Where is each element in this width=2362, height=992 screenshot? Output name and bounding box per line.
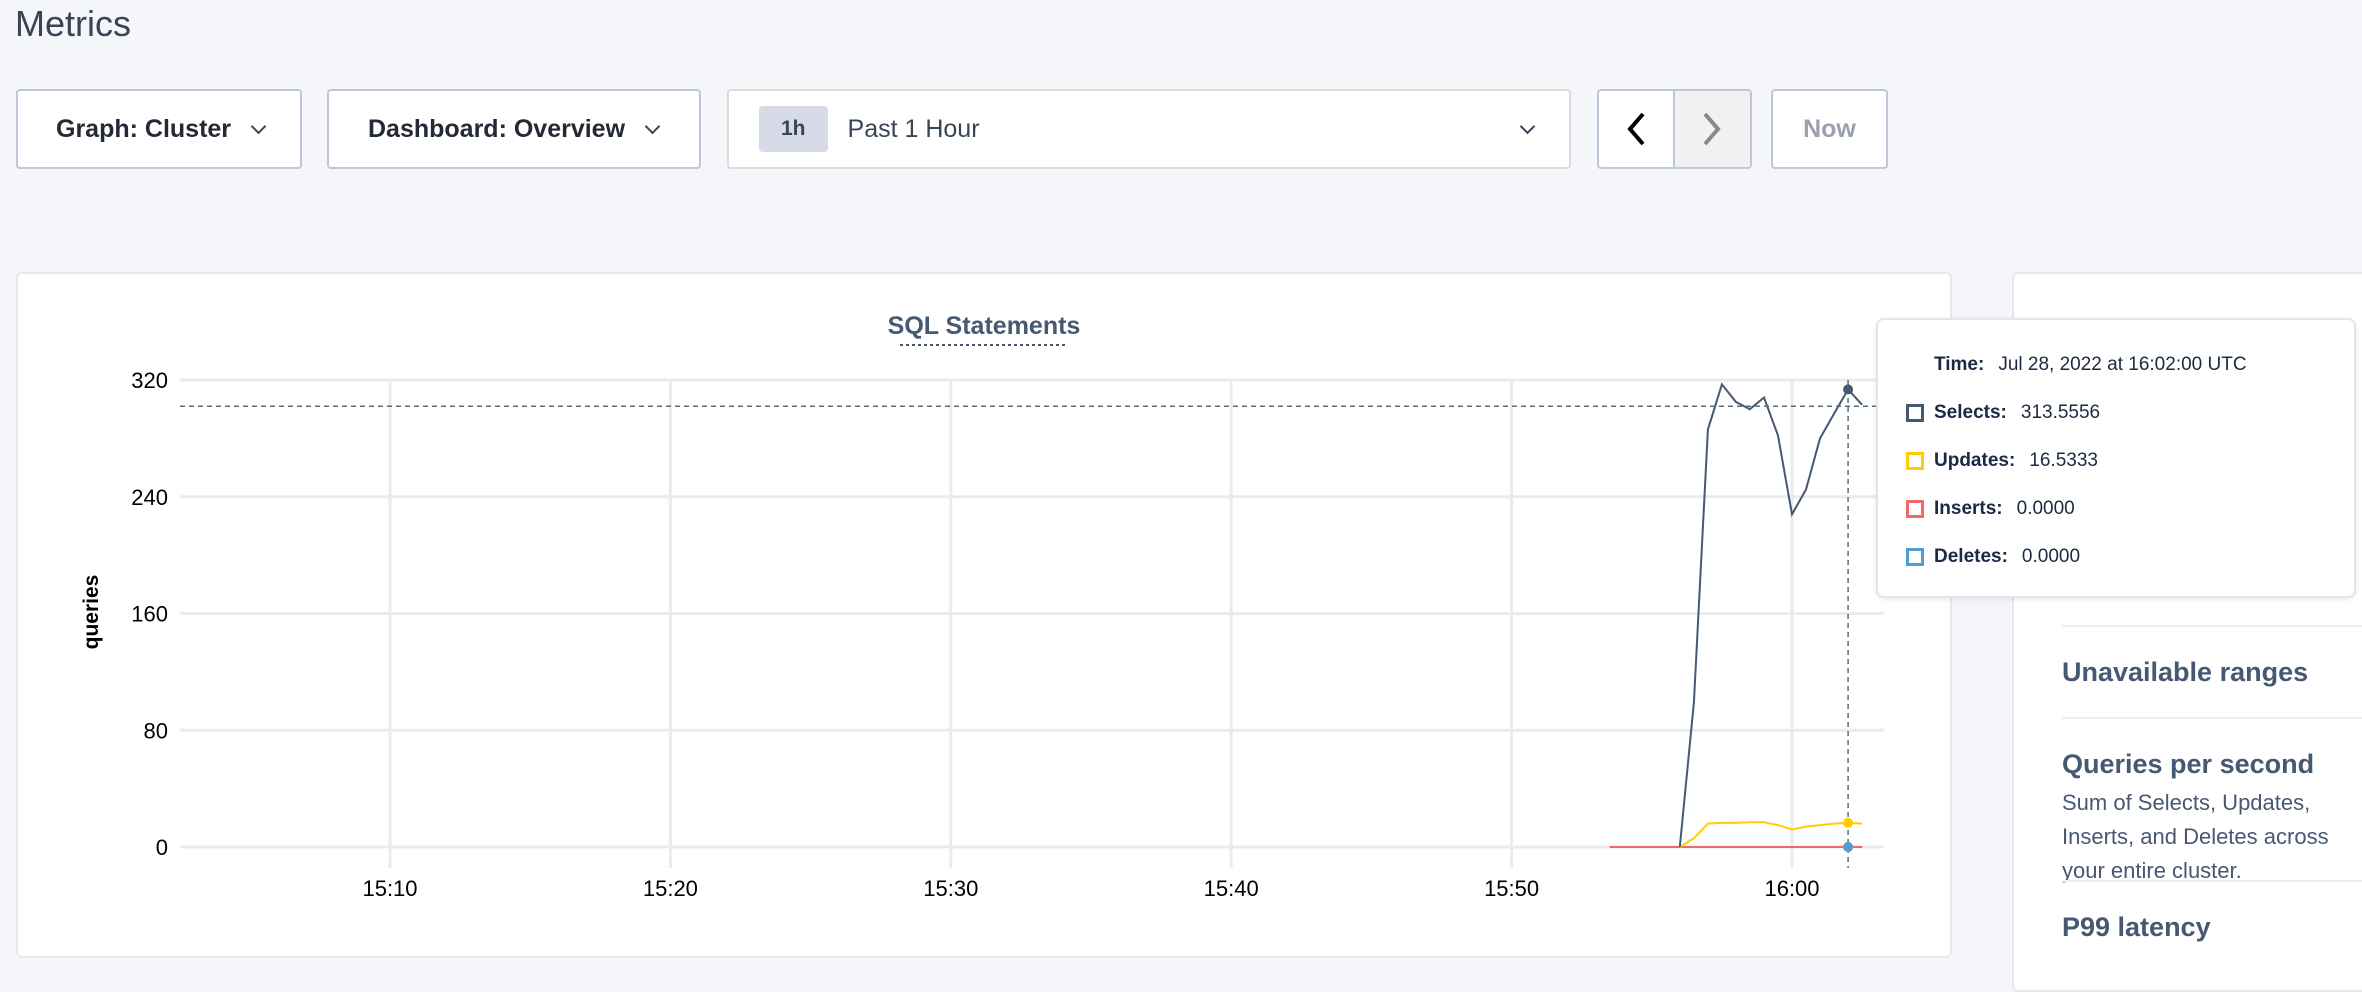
page-title: Metrics [15, 3, 131, 44]
side-item-unavailable-ranges: Unavailable ranges [2062, 625, 2362, 717]
chevron-down-icon [250, 118, 267, 134]
tooltip-value: 0.0000 [2016, 498, 2075, 519]
y-tick-label: 160 [131, 602, 168, 627]
previous-window-button[interactable] [1599, 91, 1675, 167]
x-tick-label: 15:30 [923, 876, 978, 901]
y-tick-label: 240 [131, 485, 168, 510]
x-tick-label: 15:50 [1484, 876, 1539, 901]
tooltip-label: Updates: [1934, 450, 2016, 471]
chevron-right-icon [1703, 112, 1721, 146]
tooltip-label: Inserts: [1934, 498, 2003, 519]
next-window-button[interactable] [1674, 91, 1750, 167]
graph-select[interactable]: Graph: Cluster [16, 89, 302, 169]
side-item-title: Unavailable ranges [2062, 657, 2309, 687]
time-range-label: Past 1 Hour [847, 114, 980, 143]
dashboard-select-label: Dashboard: Overview [368, 114, 626, 143]
legend-swatch-icon [1906, 548, 1924, 566]
x-tick-label: 16:00 [1764, 876, 1819, 901]
hover-point-updates [1843, 817, 1854, 828]
tooltip-time-value: Jul 28, 2022 at 16:02:00 UTC [1998, 354, 2247, 375]
tooltip-value: 16.5333 [2029, 450, 2098, 471]
tooltip-row-deletes: Deletes: 0.0000 [1906, 546, 2080, 568]
side-item-queries-per-second: Queries per second Sum of Selects, Updat… [2062, 717, 2362, 883]
tooltip-label: Selects: [1934, 402, 2007, 423]
y-axis-label: queries [80, 575, 103, 650]
hover-point-selects [1843, 384, 1854, 395]
tooltip-value: 0.0000 [2021, 546, 2081, 567]
chart-card: SQL Statements queries 0 80 160 240 320 15:10… [16, 272, 1952, 958]
side-item-p99-latency: P99 latency [2062, 880, 2362, 980]
x-tick-label: 15:40 [1204, 876, 1259, 901]
chevron-left-icon [1627, 112, 1645, 146]
tooltip-row-updates: Updates: 16.5333 [1906, 450, 2098, 472]
chart-title: SQL Statements [888, 312, 1081, 340]
now-button[interactable]: Now [1771, 89, 1888, 169]
side-item-title: P99 latency [2062, 912, 2211, 942]
tooltip-row-selects: Selects: 313.5556 [1906, 402, 2100, 424]
legend-swatch-icon [1906, 500, 1924, 518]
x-tick-label: 15:10 [362, 876, 417, 901]
y-tick-label: 320 [131, 368, 168, 393]
chevron-down-icon [644, 118, 661, 134]
x-tick-label: 15:20 [643, 876, 698, 901]
side-item-description: Sum of Selects, Updates, Inserts, and De… [2062, 790, 2329, 883]
chevron-down-icon [1519, 118, 1536, 134]
tooltip-row-inserts: Inserts: 0.0000 [1906, 498, 2075, 520]
side-item-title: Queries per second [2062, 749, 2315, 779]
time-nav [1597, 89, 1752, 169]
dashboard-select[interactable]: Dashboard: Overview [327, 89, 701, 169]
time-range-select[interactable]: 1h Past 1 Hour [727, 89, 1571, 169]
tooltip-label: Deletes: [1934, 546, 2008, 567]
chart-tooltip: Time: Jul 28, 2022 at 16:02:00 UTC Select… [1876, 318, 2356, 598]
series-line-updates [1679, 821, 1863, 848]
legend-swatch-icon [1906, 452, 1924, 470]
sql-statements-chart[interactable]: SQL Statements queries 0 80 160 240 320 15:10… [18, 274, 1954, 960]
tooltip-value: 313.5556 [2020, 402, 2101, 423]
legend-swatch-icon [1906, 404, 1924, 422]
now-button-label: Now [1803, 114, 1856, 143]
tooltip-time: Time: Jul 28, 2022 at 16:02:00 UTC [1934, 354, 2247, 376]
hover-point-deletes [1843, 842, 1854, 852]
graph-select-label: Graph: Cluster [56, 114, 232, 143]
y-tick-label: 80 [144, 718, 168, 743]
time-range-badge: 1h [759, 106, 828, 152]
tooltip-time-label: Time: [1934, 354, 1985, 375]
y-tick-label: 0 [156, 835, 168, 860]
series-line-selects [1678, 382, 1863, 848]
